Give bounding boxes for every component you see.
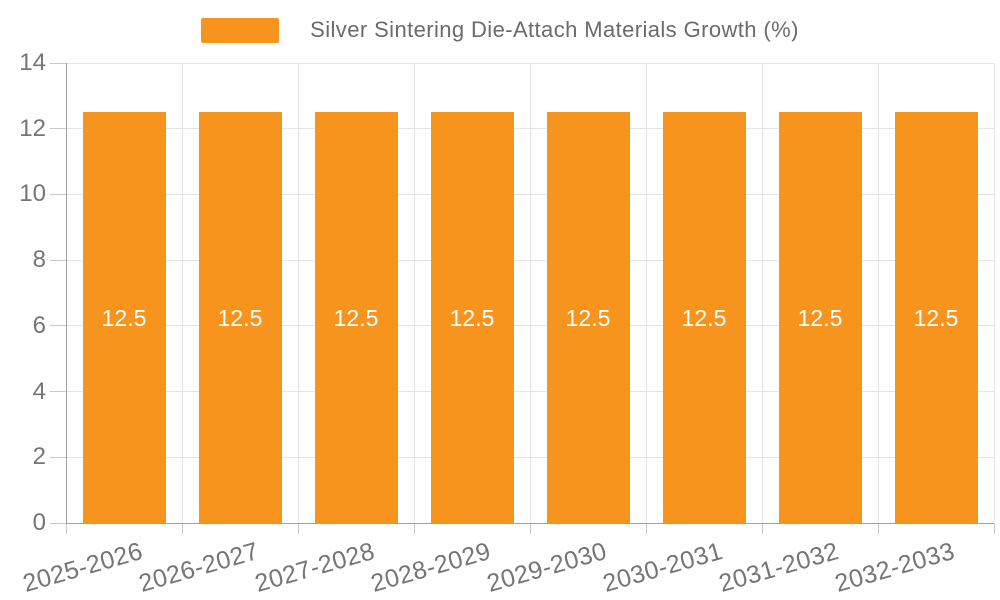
y-axis-label: 12 [19,114,46,142]
bar[interactable] [778,112,862,523]
legend-label: Silver Sintering Die-Attach Materials Gr… [310,17,799,42]
x-axis-label: 2026-2027 [135,537,262,598]
y-axis-tick [50,128,66,130]
bar[interactable] [662,112,746,523]
gridline-vertical [297,63,299,523]
x-axis-label: 2031-2032 [715,537,842,598]
x-axis-tick [877,523,879,534]
x-axis-label: 2032-2033 [831,537,958,598]
y-axis-tick [50,259,66,261]
gridline-vertical [413,63,415,523]
x-axis-tick [761,523,763,534]
gridline-vertical [993,63,995,523]
bar-value-label: 12.5 [565,304,611,331]
bar-value-label: 12.5 [681,304,727,331]
y-axis-label: 8 [32,246,46,274]
x-axis-label: 2025-2026 [19,537,146,598]
y-axis-label: 10 [19,180,46,208]
bar-value-label: 12.5 [217,304,263,331]
y-axis-tick [50,62,66,64]
legend[interactable]: Silver Sintering Die-Attach Materials Gr… [0,17,1000,43]
y-axis-tick [50,325,66,327]
x-axis-tick [993,523,995,534]
bar-value-label: 12.5 [101,304,147,331]
bar[interactable] [198,112,282,523]
y-axis-tick [50,456,66,458]
y-axis-label: 4 [32,377,46,405]
x-axis-label: 2027-2028 [251,537,378,598]
gridline-vertical [645,63,647,523]
x-axis-tick [297,523,299,534]
bar[interactable] [430,112,514,523]
y-axis-line [65,63,67,523]
x-axis-tick [413,523,415,534]
x-axis-tick [645,523,647,534]
x-axis-line [66,522,994,524]
x-axis-label: 2029-2030 [483,537,610,598]
y-axis-tick [50,193,66,195]
bar[interactable] [546,112,630,523]
y-axis-tick [50,522,66,524]
gridline-vertical [181,63,183,523]
x-axis-tick [181,523,183,534]
bar-value-label: 12.5 [449,304,495,331]
gridline-vertical [761,63,763,523]
bar[interactable] [894,112,978,523]
bar-value-label: 12.5 [333,304,379,331]
gridline-vertical [529,63,531,523]
y-axis-label: 14 [19,49,46,76]
bar[interactable] [82,112,166,523]
bar-value-label: 12.5 [797,304,843,331]
y-axis-label: 6 [32,311,46,339]
y-axis-label: 0 [32,509,46,536]
y-axis-tick [50,391,66,393]
bar-value-label: 12.5 [913,304,959,331]
x-axis-label: 2028-2029 [367,537,494,598]
x-axis-tick [529,523,531,534]
x-axis-label: 2030-2031 [599,537,726,598]
gridline-vertical [877,63,879,523]
y-axis-label: 2 [32,443,46,471]
x-axis-tick [65,523,67,534]
legend-swatch [201,17,280,43]
bar[interactable] [314,112,398,523]
